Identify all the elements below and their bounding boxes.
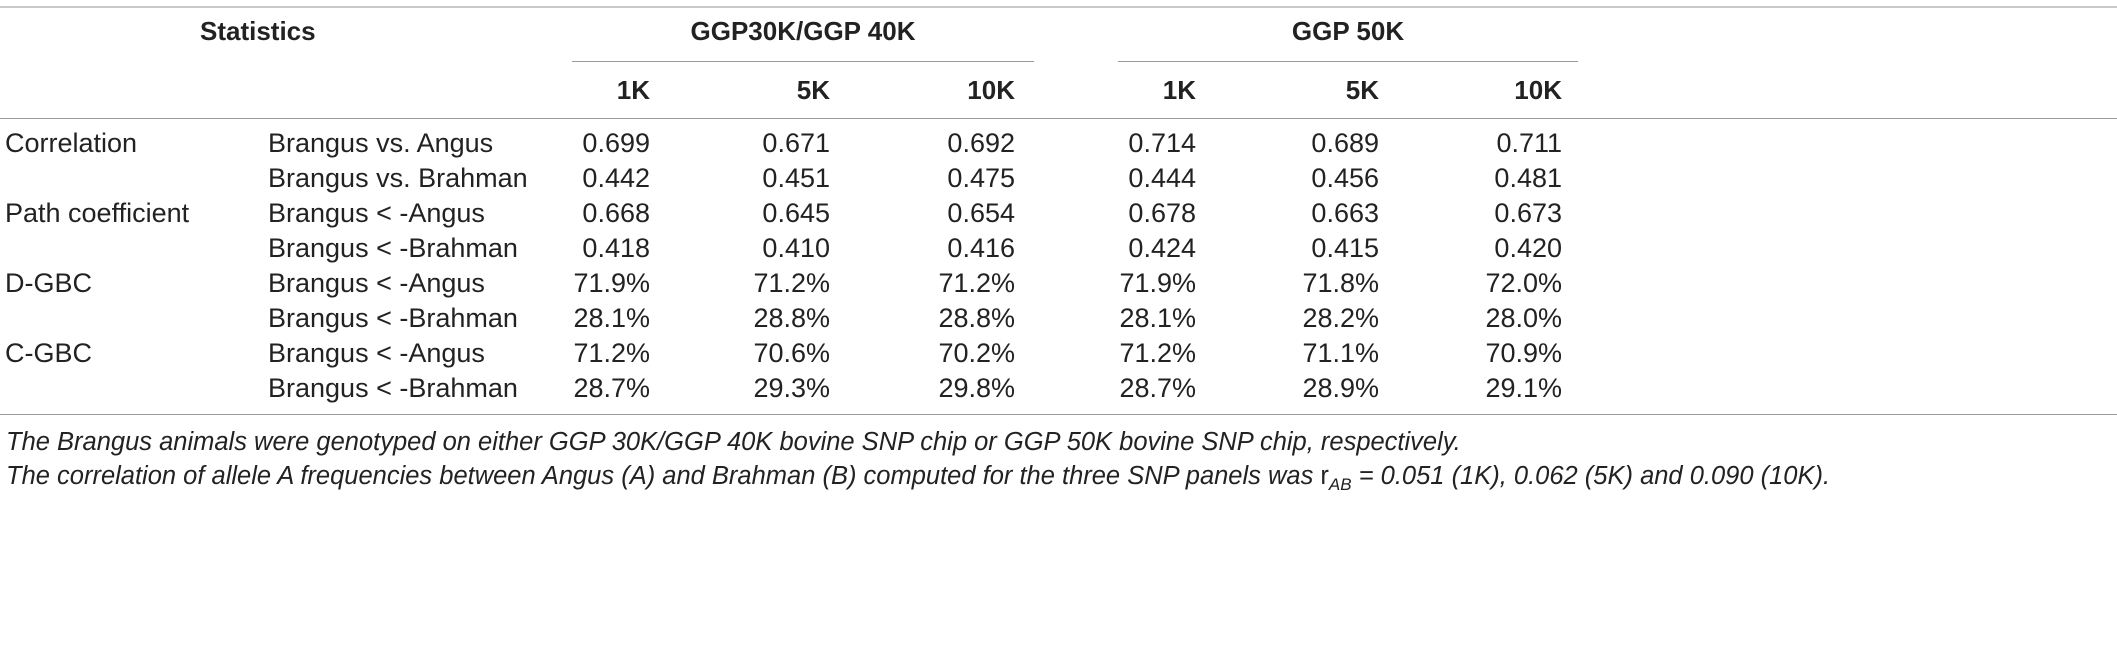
footnote-2: The correlation of allele A frequencies … — [6, 459, 1830, 493]
row-statistic: C-GBC — [5, 338, 92, 368]
bottom-rule — [0, 414, 2117, 415]
row-comparison: Brangus < -Brahman — [268, 373, 518, 403]
statistics-header: Statistics — [200, 16, 316, 46]
table-cell: 0.692 — [947, 128, 1015, 158]
table-cell: 0.444 — [1128, 163, 1196, 193]
table-cell: 71.1% — [1302, 338, 1379, 368]
table-cell: 0.481 — [1494, 163, 1562, 193]
table-cell: 71.9% — [1119, 268, 1196, 298]
table-cell: 0.714 — [1128, 128, 1196, 158]
row-comparison: Brangus < -Brahman — [268, 303, 518, 333]
table-cell: 71.2% — [1119, 338, 1196, 368]
table-cell: 0.420 — [1494, 233, 1562, 263]
table-cell: 0.699 — [582, 128, 650, 158]
table-cell: 29.3% — [753, 373, 830, 403]
table-cell: 70.2% — [938, 338, 1015, 368]
table-cell: 28.7% — [1119, 373, 1196, 403]
row-statistic: Path coefficient — [5, 198, 190, 228]
panel-header: 10K — [967, 75, 1015, 105]
table-cell: 0.451 — [762, 163, 830, 193]
table-cell: 0.442 — [582, 163, 650, 193]
row-comparison: Brangus vs. Angus — [268, 128, 494, 158]
row-statistic: Correlation — [5, 128, 138, 158]
table-cell: 0.673 — [1494, 198, 1562, 228]
row-comparison: Brangus vs. Brahman — [268, 163, 528, 193]
row-statistic: D-GBC — [5, 268, 92, 298]
table-cell: 70.9% — [1485, 338, 1562, 368]
table-cell: 28.7% — [573, 373, 650, 403]
table-cell: 0.689 — [1311, 128, 1379, 158]
table-cell: 28.1% — [573, 303, 650, 333]
table-cell: 28.9% — [1302, 373, 1379, 403]
table-cell: 71.9% — [573, 268, 650, 298]
table-cell: 28.8% — [938, 303, 1015, 333]
table-cell: 71.8% — [1302, 268, 1379, 298]
footnote-2-prefix: The correlation of allele A frequencies … — [6, 462, 1321, 490]
table-cell: 29.8% — [938, 373, 1015, 403]
table-cell: 0.654 — [947, 198, 1015, 228]
table-cell: 72.0% — [1485, 268, 1562, 298]
table-cell: 28.2% — [1302, 303, 1379, 333]
table-cell: 28.0% — [1485, 303, 1562, 333]
table-cell: 0.456 — [1311, 163, 1379, 193]
table-cell: 0.424 — [1128, 233, 1196, 263]
table-cell: 0.663 — [1311, 198, 1379, 228]
row-comparison: Brangus < -Brahman — [268, 233, 518, 263]
top-rule — [0, 6, 2117, 8]
group2-underline — [1118, 61, 1578, 62]
footnote-2-r: r — [1320, 462, 1329, 490]
panel-header: 1K — [616, 75, 650, 105]
footnote-2-suffix: = 0.051 (1K), 0.062 (5K) and 0.090 (10K)… — [1351, 462, 1831, 490]
table-cell: 0.645 — [762, 198, 830, 228]
group1-underline — [572, 61, 1034, 62]
table-cell: 0.475 — [947, 163, 1015, 193]
row-comparison: Brangus < -Angus — [268, 268, 485, 298]
table-cell: 29.1% — [1485, 373, 1562, 403]
panel-header: 5K — [796, 75, 830, 105]
table-cell: 0.415 — [1311, 233, 1379, 263]
table-cell: 28.1% — [1119, 303, 1196, 333]
table-cell: 71.2% — [753, 268, 830, 298]
table-cell: 0.416 — [947, 233, 1015, 263]
table-cell: 28.8% — [753, 303, 830, 333]
group-header-ggp30k-40k: GGP30K/GGP 40K — [690, 16, 916, 46]
table-cell: 0.668 — [582, 198, 650, 228]
table-cell: 71.2% — [938, 268, 1015, 298]
panel-header: 10K — [1514, 75, 1562, 105]
header-rule — [0, 118, 2117, 119]
table-cell: 0.418 — [582, 233, 650, 263]
panel-header: 5K — [1345, 75, 1379, 105]
table-cell: 0.678 — [1128, 198, 1196, 228]
table-cell: 0.671 — [762, 128, 830, 158]
panel-header: 1K — [1162, 75, 1196, 105]
row-comparison: Brangus < -Angus — [268, 338, 485, 368]
row-comparison: Brangus < -Angus — [268, 198, 485, 228]
table-cell: 0.410 — [762, 233, 830, 263]
group-header-ggp50k: GGP 50K — [1291, 16, 1405, 46]
footnote-2-sub: AB — [1328, 475, 1352, 495]
table-cell: 70.6% — [753, 338, 830, 368]
footnote-1: The Brangus animals were genotyped on ei… — [6, 428, 1461, 456]
table-cell: 71.2% — [573, 338, 650, 368]
table-cell: 0.711 — [1496, 128, 1562, 158]
